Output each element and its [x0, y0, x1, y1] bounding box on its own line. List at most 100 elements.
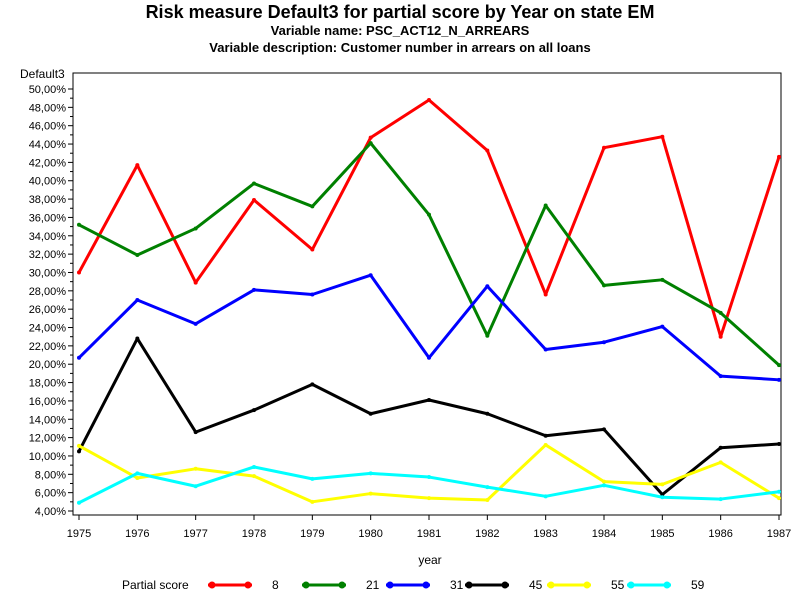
- data-point-31: [77, 355, 81, 360]
- data-point-8: [193, 280, 198, 285]
- chart-subtitle-variable-name: Variable name: PSC_ACT12_N_ARREARS: [270, 23, 530, 38]
- y-axis: 4,00% 6,00% 8,00% 10,00% 12,00% 14,00% 16,00% 1…: [29, 84, 73, 518]
- data-point-8: [252, 198, 256, 203]
- data-point-55: [777, 496, 781, 501]
- y-tick-label: 28,00%: [29, 286, 67, 298]
- data-point-59: [777, 489, 781, 494]
- data-point-21: [193, 226, 198, 231]
- data-point-31: [718, 374, 723, 379]
- y-tick-label: 16,00%: [29, 396, 67, 408]
- data-point-21: [77, 222, 81, 227]
- data-point-45: [193, 430, 198, 435]
- data-point-55: [543, 442, 548, 447]
- legend-marker: [583, 581, 591, 589]
- series-lines: [77, 98, 781, 505]
- data-point-59: [368, 471, 373, 476]
- data-point-59: [718, 497, 723, 502]
- data-point-45: [485, 411, 490, 416]
- data-point-59: [602, 483, 606, 488]
- y-tick-label: 14,00%: [29, 414, 67, 426]
- data-point-21: [135, 253, 140, 258]
- legend-marker: [501, 581, 509, 589]
- legend-marker: [465, 581, 473, 589]
- series-line-55: [77, 443, 781, 504]
- data-point-8: [135, 163, 140, 168]
- data-point-45: [427, 397, 431, 402]
- series-line-8: [77, 98, 781, 339]
- data-point-31: [252, 287, 256, 292]
- data-point-8: [660, 134, 665, 139]
- data-point-31: [777, 377, 781, 382]
- data-point-45: [718, 445, 723, 450]
- data-point-45: [777, 442, 781, 447]
- legend-item-59: 59: [627, 578, 705, 592]
- data-point-31: [135, 298, 140, 302]
- legend-marker: [338, 581, 346, 589]
- data-point-59: [543, 494, 548, 499]
- x-tick-label: 1977: [183, 528, 207, 540]
- y-tick-label: 6,00%: [35, 488, 66, 500]
- data-point-59: [77, 500, 81, 505]
- legend-marker: [422, 581, 430, 589]
- y-axis-title: Default3: [20, 67, 65, 81]
- data-point-8: [485, 148, 490, 153]
- data-point-45: [660, 492, 665, 497]
- x-tick-label: 1984: [592, 528, 616, 540]
- legend-label: 31: [450, 578, 464, 592]
- legend-marker: [386, 581, 394, 589]
- y-tick-label: 8,00%: [35, 469, 66, 481]
- data-point-55: [718, 460, 723, 465]
- data-point-55: [660, 482, 665, 487]
- y-tick-label: 38,00%: [29, 194, 67, 206]
- y-tick-label: 10,00%: [29, 451, 67, 463]
- data-point-8: [310, 247, 315, 252]
- x-tick-label: 1978: [242, 528, 266, 540]
- y-tick-label: 12,00%: [29, 433, 67, 445]
- data-point-55: [77, 443, 81, 448]
- data-point-55: [193, 466, 198, 471]
- legend-label: 45: [529, 578, 543, 592]
- data-point-55: [427, 496, 431, 501]
- legend-marker: [244, 581, 252, 589]
- y-tick-label: 24,00%: [29, 323, 67, 335]
- y-tick-label: 34,00%: [29, 231, 67, 243]
- chart-title: Risk measure Default3 for partial score …: [145, 2, 655, 22]
- data-point-31: [310, 292, 315, 297]
- y-tick-label: 22,00%: [29, 341, 67, 353]
- chart-subtitle-variable-description: Variable description: Customer number in…: [209, 40, 591, 55]
- x-tick-label: 1981: [417, 528, 441, 540]
- y-tick-label: 48,00%: [29, 102, 67, 114]
- y-tick-label: 46,00%: [29, 121, 67, 133]
- x-tick-label: 1983: [533, 528, 557, 540]
- data-point-59: [660, 495, 665, 500]
- data-point-31: [368, 273, 373, 278]
- x-tick-label: 1987: [767, 528, 791, 540]
- data-point-21: [368, 141, 373, 146]
- data-point-8: [602, 145, 606, 150]
- legend-label: 59: [691, 578, 705, 592]
- data-point-59: [193, 484, 198, 489]
- legend-item-45: 45: [465, 578, 543, 592]
- x-tick-label: 1986: [708, 528, 732, 540]
- x-tick-label: 1976: [125, 528, 149, 540]
- data-point-59: [427, 475, 431, 480]
- legend: 8 21 31 45 55 59: [208, 578, 705, 592]
- data-point-8: [543, 292, 548, 297]
- data-point-8: [77, 270, 81, 275]
- data-point-59: [485, 485, 490, 490]
- x-tick-label: 1985: [650, 528, 674, 540]
- legend-marker: [547, 581, 555, 589]
- x-axis-title: year: [418, 553, 441, 567]
- y-tick-label: 40,00%: [29, 176, 67, 188]
- data-point-31: [193, 321, 198, 326]
- legend-item-21: 21: [302, 578, 380, 592]
- legend-item-31: 31: [386, 578, 464, 592]
- data-point-31: [660, 324, 665, 329]
- data-point-59: [252, 464, 256, 469]
- data-point-21: [718, 310, 723, 315]
- data-point-8: [368, 135, 373, 140]
- data-point-45: [135, 336, 140, 341]
- y-tick-label: 42,00%: [29, 157, 67, 169]
- data-point-21: [252, 181, 256, 186]
- data-point-55: [602, 479, 606, 484]
